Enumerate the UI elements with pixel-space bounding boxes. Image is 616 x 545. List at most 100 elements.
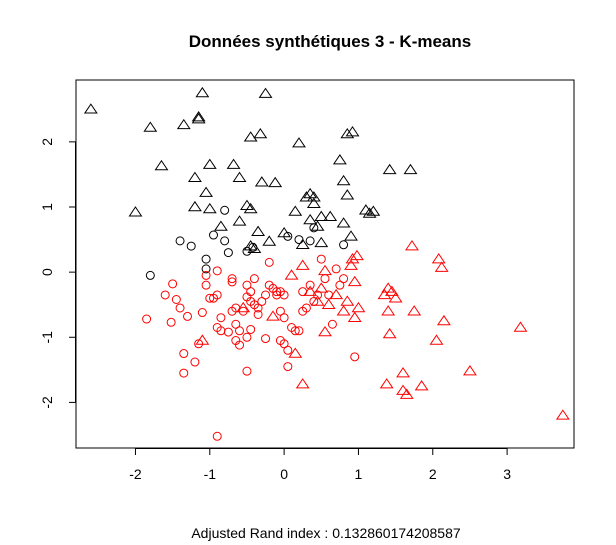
circle-point	[201, 264, 211, 274]
triangle-point	[314, 282, 329, 293]
circle-point	[212, 431, 222, 441]
circle-point	[253, 309, 263, 319]
circle-point	[171, 294, 181, 304]
circle-point	[327, 319, 337, 329]
circle-point	[182, 311, 192, 321]
circle-point	[209, 230, 219, 240]
triangle-point	[414, 380, 429, 391]
x-tick-label: -2	[129, 466, 142, 482]
triangle-point	[295, 378, 310, 389]
x-axis: -2 -1 0 1 2 3	[129, 448, 511, 482]
triangle-point	[344, 259, 358, 270]
triangle-point	[202, 202, 217, 214]
circle-point	[168, 279, 178, 289]
circle-point	[242, 366, 252, 376]
triangle-point	[382, 327, 397, 339]
triangle-point	[407, 305, 422, 316]
triangle-point	[288, 347, 303, 358]
circle-point	[290, 326, 300, 336]
triangle-point	[555, 409, 570, 420]
triangle-point	[258, 87, 273, 98]
x-tick-label: -1	[204, 466, 217, 482]
triangle-point	[292, 137, 306, 148]
triangle-point	[336, 174, 351, 186]
triangle-point	[340, 189, 355, 200]
circle-point	[205, 293, 215, 303]
triangle-point	[329, 288, 344, 300]
triangle-point	[431, 253, 446, 264]
circle-point	[145, 270, 155, 280]
triangle-point	[345, 126, 360, 137]
circle-point	[261, 334, 271, 344]
circle-point	[279, 290, 289, 300]
circle-point	[242, 332, 252, 342]
triangle-point	[434, 261, 449, 272]
triangle-point	[202, 158, 217, 169]
circle-point	[264, 257, 274, 267]
circle-point	[272, 287, 282, 297]
triangle-point	[254, 176, 269, 187]
triangle-point	[340, 295, 355, 306]
circle-point	[142, 314, 152, 324]
circle-point	[197, 308, 207, 318]
triangle-point	[236, 301, 251, 313]
triangle-point	[351, 301, 366, 313]
triangle-point	[310, 220, 325, 231]
triangle-point	[362, 207, 377, 218]
circle-point	[223, 248, 233, 258]
triangle-point	[143, 121, 158, 132]
circle-point	[160, 290, 170, 300]
circle-point	[339, 240, 349, 250]
x-tick-label: 1	[355, 466, 363, 482]
circle-point	[249, 274, 259, 284]
triangle-point	[336, 217, 351, 228]
triangle-point	[299, 191, 314, 202]
circle-point	[223, 327, 233, 337]
triangle-point	[463, 365, 477, 376]
data-points	[83, 86, 570, 441]
circle-point	[227, 274, 237, 284]
circle-point	[235, 340, 245, 350]
triangle-point	[405, 239, 419, 251]
triangle-point	[314, 210, 329, 222]
triangle-point	[347, 275, 362, 287]
triangle-point	[310, 295, 325, 306]
triangle-point	[195, 86, 210, 98]
triangle-point	[429, 334, 444, 345]
x-tick-label: 0	[280, 466, 288, 482]
triangle-point	[340, 127, 355, 139]
triangle-point	[303, 285, 318, 296]
triangle-point	[379, 378, 394, 389]
triangle-point	[295, 238, 310, 250]
triangle-point	[243, 239, 258, 251]
triangle-point	[306, 197, 321, 208]
triangle-point	[251, 225, 266, 237]
circle-point	[283, 362, 293, 372]
chart-title: Données synthétiques 3 - K-means	[189, 32, 471, 51]
y-tick-label: -2	[39, 396, 55, 409]
circle-point	[305, 236, 315, 246]
circle-point	[316, 254, 326, 264]
y-tick-label: 2	[39, 138, 55, 146]
triangle-point	[262, 235, 277, 246]
triangle-point	[253, 127, 268, 139]
circle-point	[175, 236, 185, 246]
circle-point	[201, 270, 211, 280]
triangle-point	[345, 253, 360, 264]
triangle-point	[377, 288, 392, 300]
triangle-point	[295, 259, 310, 270]
triangle-point	[214, 220, 228, 231]
triangle-point	[288, 205, 303, 216]
triangle-point	[318, 264, 332, 276]
circle-point	[246, 324, 256, 334]
y-axis: -2 -1 0 1 2	[39, 138, 76, 409]
circle-point	[220, 236, 230, 246]
triangle-point	[388, 292, 403, 303]
triangle-point	[384, 285, 399, 296]
triangle-point	[284, 269, 299, 280]
triangle-point	[191, 112, 206, 124]
triangle-point	[195, 334, 210, 345]
circle-point	[179, 368, 189, 378]
circle-point	[305, 280, 315, 290]
